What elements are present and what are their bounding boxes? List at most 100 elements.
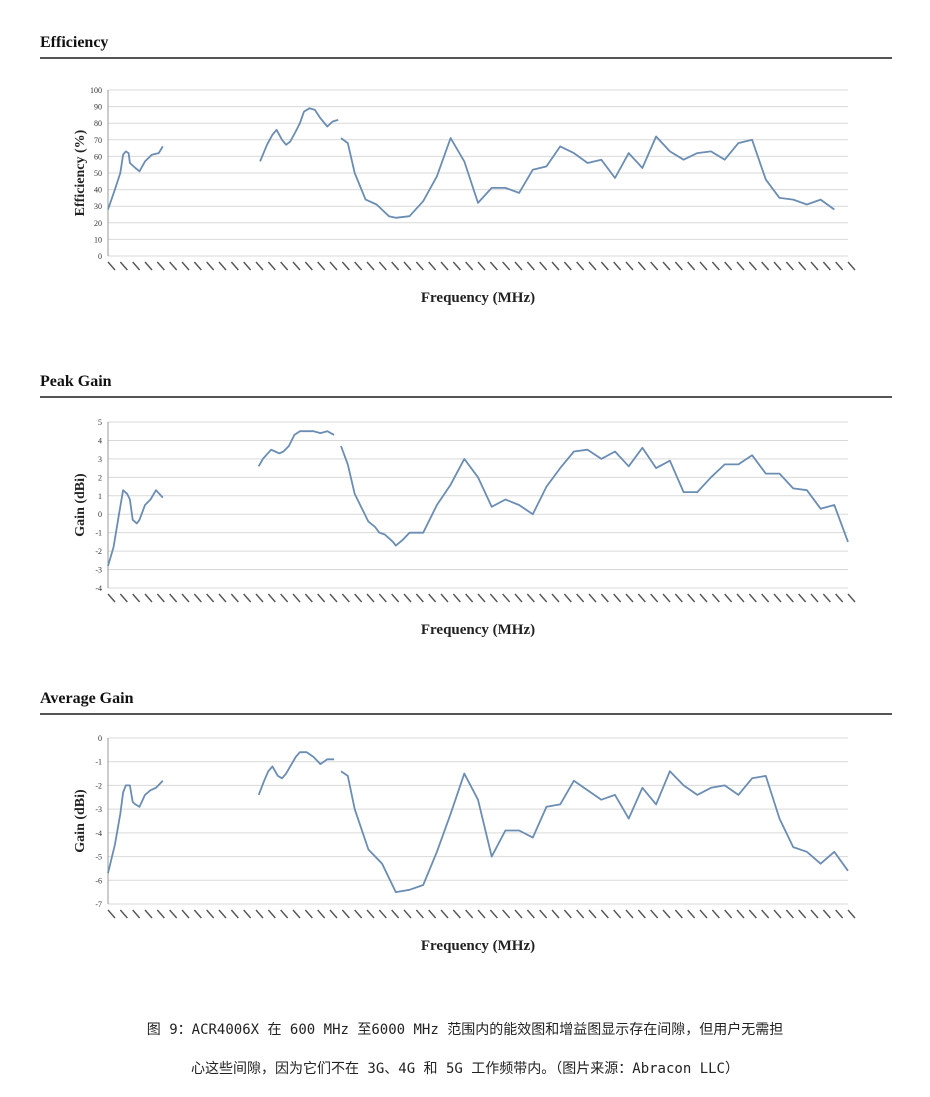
x-tick-mark <box>711 909 720 919</box>
y-tick-label: 5 <box>98 418 102 427</box>
x-tick-mark <box>773 261 782 271</box>
x-tick-mark <box>650 593 659 603</box>
x-tick-mark <box>156 261 165 271</box>
y-axis-label: Gain (dBi) <box>73 789 88 853</box>
y-tick-label: 40 <box>94 186 102 195</box>
y-tick-label: 0 <box>98 734 102 743</box>
x-tick-mark <box>280 909 289 919</box>
series-line-segment <box>107 489 164 567</box>
x-axis-label: Frequency (MHz) <box>421 938 535 954</box>
series-line-segment <box>340 770 849 893</box>
x-tick-mark <box>292 593 301 603</box>
x-tick-mark <box>193 261 202 271</box>
x-tick-mark <box>736 909 745 919</box>
x-tick-mark <box>169 593 178 603</box>
x-tick-mark <box>724 261 733 271</box>
x-tick-mark <box>514 593 523 603</box>
x-tick-mark <box>551 909 560 919</box>
x-tick-mark <box>255 593 264 603</box>
series-line-segment <box>257 430 335 467</box>
y-tick-label: -2 <box>95 547 102 556</box>
x-tick-mark <box>280 261 289 271</box>
x-tick-mark <box>637 261 646 271</box>
x-tick-mark <box>502 909 511 919</box>
x-tick-mark <box>378 909 387 919</box>
x-tick-mark <box>403 261 412 271</box>
x-tick-mark <box>551 261 560 271</box>
x-tick-mark <box>576 261 585 271</box>
x-tick-mark <box>329 261 338 271</box>
x-tick-mark <box>169 909 178 919</box>
x-tick-mark <box>107 593 116 603</box>
x-tick-mark <box>699 909 708 919</box>
x-tick-mark <box>539 909 548 919</box>
x-tick-mark <box>132 909 141 919</box>
x-tick-mark <box>267 593 276 603</box>
x-tick-mark <box>798 261 807 271</box>
x-tick-mark <box>761 261 770 271</box>
x-tick-mark <box>600 909 609 919</box>
x-tick-mark <box>847 909 856 919</box>
x-tick-mark <box>650 261 659 271</box>
y-tick-label: -4 <box>95 829 102 838</box>
x-tick-mark <box>378 261 387 271</box>
y-tick-label: -4 <box>95 584 102 593</box>
x-tick-mark <box>403 593 412 603</box>
x-tick-mark <box>329 593 338 603</box>
x-tick-mark <box>440 261 449 271</box>
x-tick-mark <box>576 909 585 919</box>
y-tick-label: 60 <box>94 152 102 161</box>
x-tick-mark <box>119 593 128 603</box>
x-tick-mark <box>835 909 844 919</box>
x-tick-mark <box>181 261 190 271</box>
x-tick-mark <box>403 909 412 919</box>
figure-caption-line-2: 心这些间隙，因为它们不在 3G、4G 和 5G 工作频带内。（图片来源：Abra… <box>190 1061 739 1077</box>
y-tick-label: -3 <box>95 805 102 814</box>
x-tick-mark <box>761 593 770 603</box>
x-tick-mark <box>206 909 215 919</box>
y-tick-label: 80 <box>94 119 102 128</box>
x-tick-mark <box>292 261 301 271</box>
x-tick-mark <box>341 593 350 603</box>
x-tick-mark <box>415 909 424 919</box>
y-tick-label: 30 <box>94 202 102 211</box>
y-tick-label: -7 <box>95 900 102 909</box>
series-line-segment <box>340 135 835 219</box>
x-tick-mark <box>292 909 301 919</box>
x-tick-mark <box>415 261 424 271</box>
peak-gain-chart: -4 -3 -2 -1 0 1 2 3 4 5 Gain (dBi) Frequency (MHz) <box>73 418 856 638</box>
y-tick-label: 1 <box>98 492 102 501</box>
x-tick-mark <box>687 593 696 603</box>
x-tick-mark <box>563 261 572 271</box>
x-tick-mark <box>317 909 326 919</box>
x-tick-mark <box>687 261 696 271</box>
x-tick-mark <box>588 593 597 603</box>
series-line-segment <box>257 751 335 796</box>
x-tick-mark <box>366 593 375 603</box>
x-tick-mark <box>366 909 375 919</box>
x-tick-mark <box>613 261 622 271</box>
x-tick-mark <box>304 593 313 603</box>
y-tick-label: 3 <box>98 455 102 464</box>
x-tick-mark <box>724 593 733 603</box>
x-tick-mark <box>218 593 227 603</box>
x-tick-mark <box>625 909 634 919</box>
x-tick-mark <box>206 261 215 271</box>
x-tick-mark <box>144 593 153 603</box>
x-tick-mark <box>156 909 165 919</box>
x-tick-mark <box>551 593 560 603</box>
x-tick-mark <box>798 909 807 919</box>
x-tick-mark <box>181 593 190 603</box>
x-tick-mark <box>736 261 745 271</box>
x-tick-mark <box>206 593 215 603</box>
peak-gain-section-title: Peak Gain <box>40 373 112 390</box>
series-line-segment <box>107 780 164 874</box>
x-tick-mark <box>391 261 400 271</box>
figure-caption-line-1: 图 9：ACR4006X 在 600 MHz 至6000 MHz 范围内的能效图… <box>146 1022 784 1038</box>
series-line-segment <box>107 145 164 210</box>
x-tick-mark <box>514 261 523 271</box>
x-tick-mark <box>366 261 375 271</box>
x-tick-mark <box>526 909 535 919</box>
x-tick-mark <box>773 593 782 603</box>
x-tick-mark <box>711 593 720 603</box>
